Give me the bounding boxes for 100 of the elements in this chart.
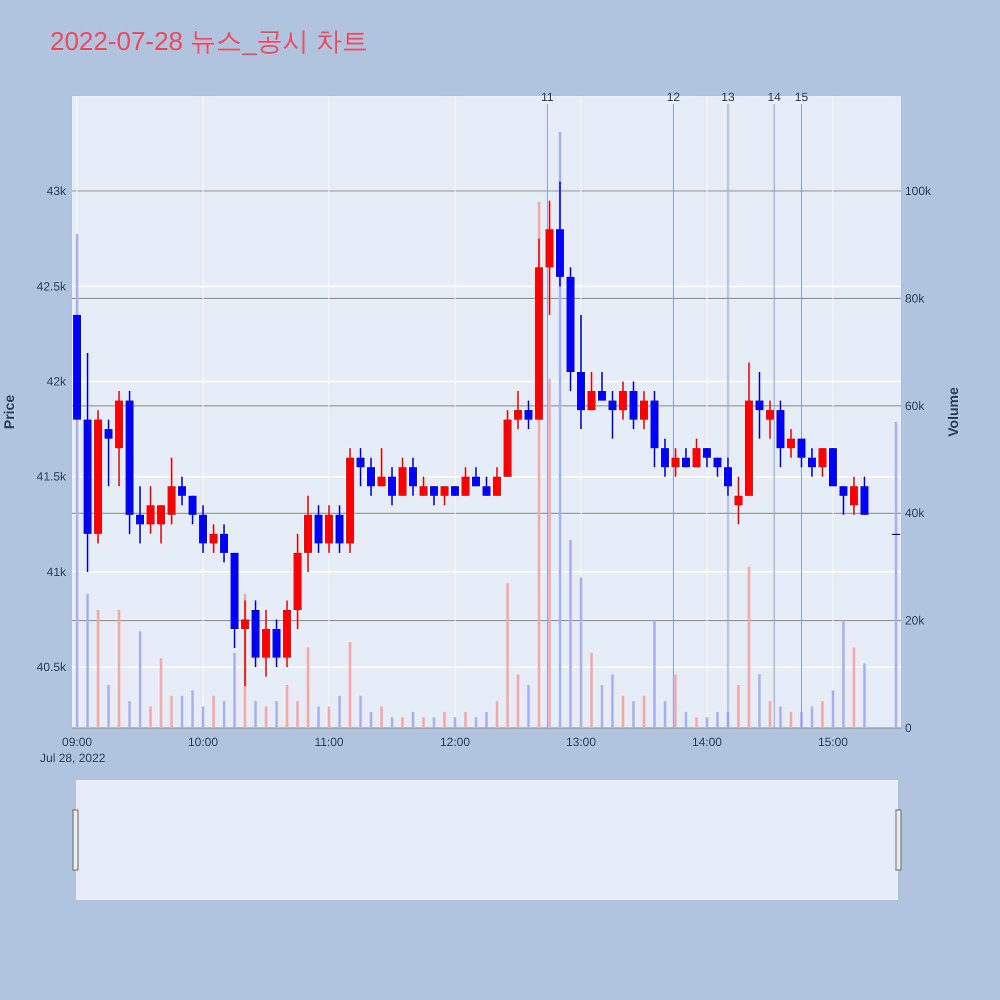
candlestick [756,371,764,440]
candlestick [734,476,742,526]
bar [86,594,89,728]
candlestick [703,447,711,468]
y2-tick-label: 40k [905,506,926,520]
bar [191,690,194,728]
candlestick [850,476,858,516]
annotation: 14 [767,90,782,104]
bar [170,696,173,728]
candlestick [682,447,690,468]
y2-tick-label: 60k [905,398,926,413]
y2-tick-label: 0 [905,721,912,735]
bar [390,717,394,728]
candlestick [798,438,806,468]
candlestick [588,371,596,411]
bar [674,674,677,728]
bar [779,706,782,728]
candlestick [619,380,627,420]
bar [737,685,740,728]
bar [748,566,750,728]
bar [107,685,110,728]
y2-axis-title: Volume [945,387,961,437]
bar [254,701,257,728]
bar [412,712,414,728]
y-tick-label: 41k [46,564,67,579]
x-tick-label: 11:00 [314,735,344,749]
bar [202,706,204,728]
bar [716,712,719,728]
bar [222,701,226,728]
bar [275,701,278,728]
candlestick [430,485,438,506]
bar [706,717,708,728]
y2-tick-label: 20k [905,614,926,628]
bar [401,717,404,728]
bar [569,540,572,728]
candlestick [356,447,364,487]
candlestick [420,476,428,497]
candlestick [146,485,154,535]
bar [821,701,824,728]
bar [317,706,320,728]
candlestick [787,428,795,458]
bar [296,701,299,728]
bar [863,664,866,728]
bar [348,642,352,728]
candlestick [598,371,606,402]
candlestick [514,390,522,430]
bar [233,652,236,728]
candlestick [608,390,616,440]
bar [160,658,162,728]
candlestick [840,485,848,516]
y-tick-label: 42k [46,374,67,389]
bar [527,685,530,728]
x-tick-label: 10:00 [188,735,218,749]
candlestick [440,485,448,506]
candlestick [210,524,218,554]
y-tick-label: 43k [46,184,67,198]
bar [852,647,856,728]
bar [611,674,614,728]
bar [128,701,131,728]
candlestick [136,485,144,544]
y2-tick-label: 80k [905,291,926,306]
bar [370,712,372,728]
bar [642,696,646,728]
candlestick [178,476,186,506]
candlestick [524,400,532,430]
annotation: 11 [541,90,554,104]
x-tick-label: 13:00 [566,735,596,749]
bar [286,685,288,728]
candlestick [818,447,826,478]
y2-tick-label: 100k [905,184,932,198]
candlestick [451,485,459,497]
bar [768,701,772,728]
bar [380,706,383,728]
candlestick [724,456,732,497]
x-tick-label: 09:00 Jul 28, 2022 [40,735,106,765]
candlestick [104,418,112,487]
bar [180,696,184,728]
candlestick [472,466,480,487]
candlestick [766,400,774,440]
bar [548,378,551,728]
x-tick-label: 15:00 [818,735,848,749]
x-tick-label: 12:00 [440,735,470,749]
chart-title: 2022-07-28 뉴스_공시 차트 [50,26,368,56]
bar [264,706,268,728]
bar [600,685,604,728]
bar [894,422,898,728]
bar [632,701,635,728]
annotation: 12 [666,90,680,104]
candlestick [409,456,417,497]
x-tick-label: 14:00 [692,735,722,749]
y-axis-title: Price [1,394,17,430]
candlestick [808,447,816,478]
bar [422,717,425,728]
candlestick [672,447,680,478]
bar [758,674,761,728]
bar [138,631,142,728]
annotation: 13 [721,90,735,104]
bar [832,690,834,728]
bar [590,652,593,728]
bar [96,610,100,728]
